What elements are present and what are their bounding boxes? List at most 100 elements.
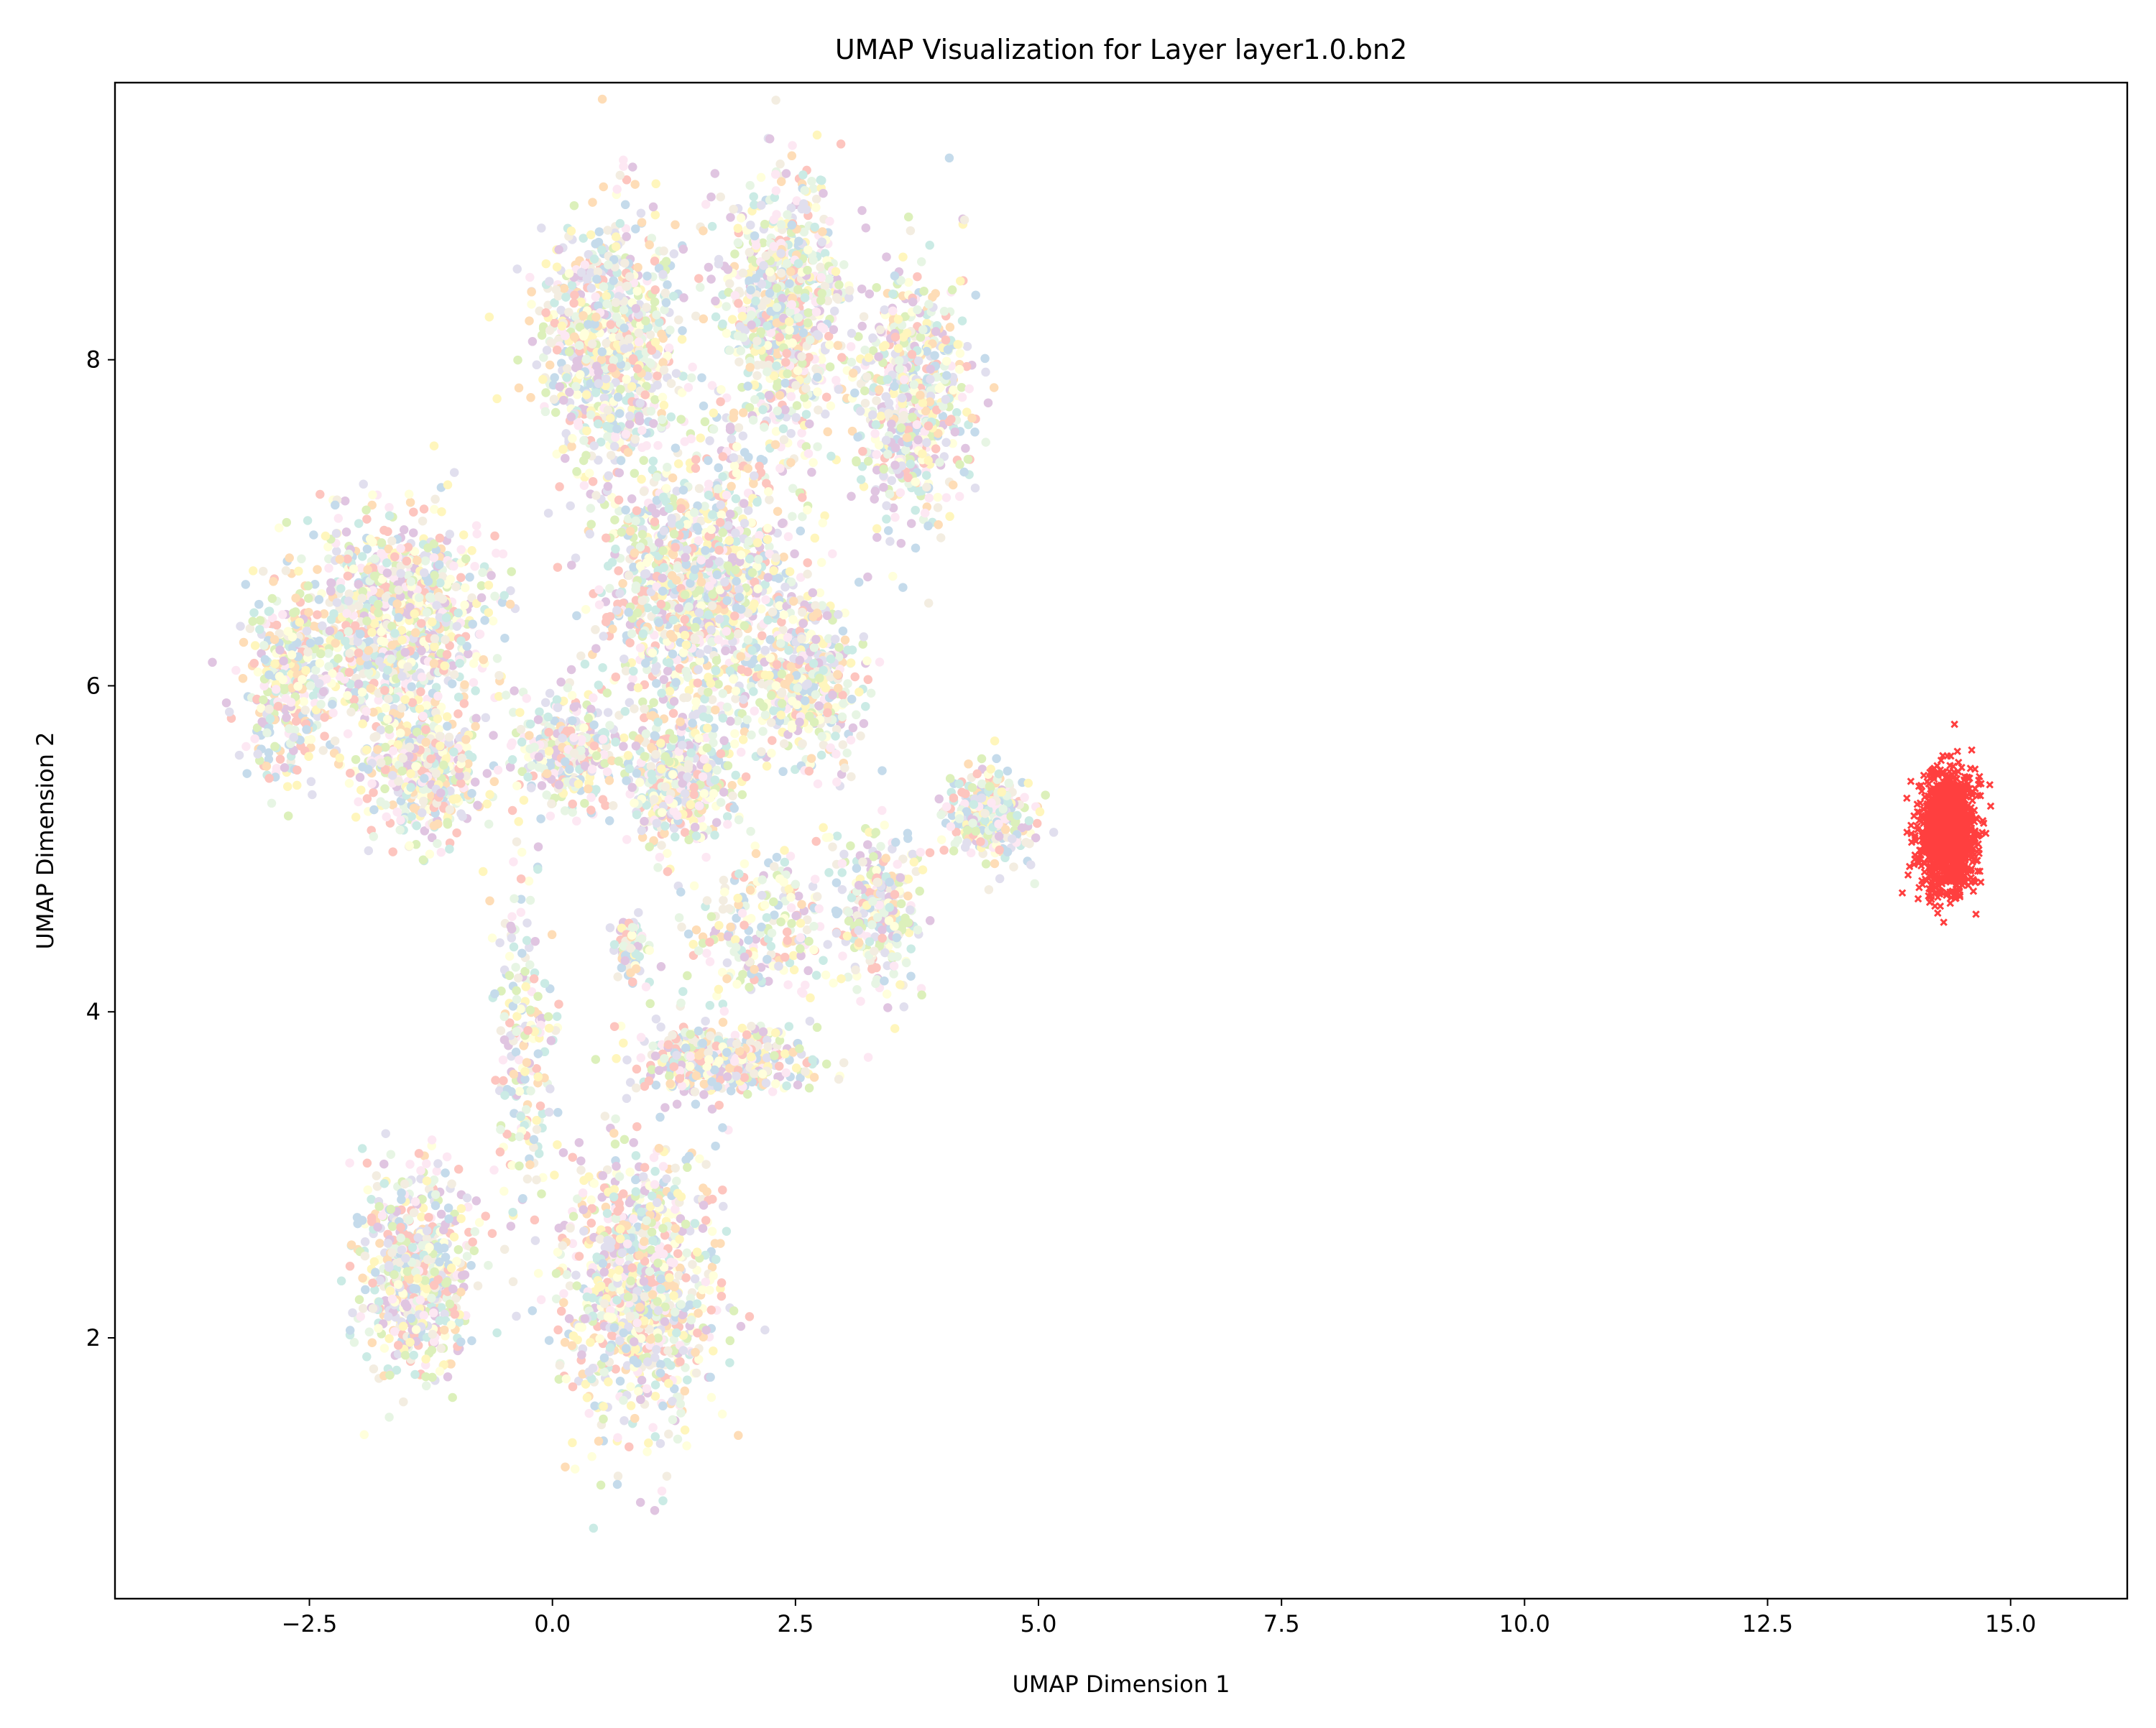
scatter-point — [362, 544, 372, 554]
scatter-point — [602, 299, 612, 309]
scatter-point — [500, 633, 510, 643]
scatter-point — [302, 725, 311, 734]
scatter-point — [609, 355, 619, 365]
scatter-point — [419, 504, 429, 514]
scatter-point — [470, 777, 480, 787]
scatter-point — [636, 285, 645, 295]
scatter-point — [921, 471, 931, 480]
scatter-point — [926, 374, 935, 384]
scatter-point — [650, 297, 660, 307]
scatter-point — [297, 554, 306, 564]
scatter-point — [941, 493, 952, 502]
scatter-point — [552, 695, 562, 705]
scatter-point — [318, 621, 327, 631]
scatter-point — [609, 276, 618, 285]
scatter-point — [326, 586, 336, 596]
scatter-point — [787, 151, 797, 161]
scatter-point — [431, 769, 441, 778]
scatter-point — [800, 185, 809, 195]
scatter-point — [484, 581, 494, 590]
scatter-point — [847, 357, 857, 367]
scatter-point — [594, 277, 604, 286]
scatter-point — [478, 568, 487, 578]
scatter-point — [844, 293, 854, 302]
scatter-point — [718, 689, 728, 698]
scatter-point — [362, 794, 372, 803]
scatter-point — [558, 445, 568, 454]
scatter-point — [637, 340, 646, 350]
scatter-point — [591, 625, 600, 634]
scatter-point — [903, 212, 913, 222]
scatter-point — [785, 317, 794, 326]
scatter-point — [440, 661, 449, 670]
scatter-point — [553, 291, 563, 301]
scatter-point — [517, 737, 527, 747]
scatter-point — [943, 345, 953, 354]
scatter-point — [579, 310, 588, 320]
scatter-point — [430, 642, 439, 652]
scatter-point — [354, 601, 364, 611]
scatter-point — [816, 296, 826, 305]
scatter-point — [382, 568, 392, 578]
scatter-point — [541, 308, 550, 318]
scatter-point — [747, 320, 756, 330]
scatter-point — [621, 429, 631, 439]
scatter-point — [259, 641, 269, 650]
scatter-point — [745, 180, 755, 190]
scatter-point — [513, 355, 522, 365]
scatter-point — [591, 361, 602, 371]
scatter-point — [461, 554, 471, 563]
scatter-point — [377, 636, 386, 646]
scatter-point — [658, 392, 668, 402]
scatter-point — [376, 758, 386, 767]
scatter-point — [394, 613, 403, 622]
scatter-point — [563, 443, 572, 452]
scatter-point — [422, 608, 432, 617]
scatter-point — [598, 364, 607, 374]
scatter-point — [859, 312, 869, 321]
scatter-point — [397, 766, 407, 776]
scatter-point — [935, 458, 944, 467]
scatter-point — [634, 337, 644, 347]
scatter-point — [880, 341, 890, 351]
scatter-point — [650, 285, 660, 295]
scatter-point — [345, 649, 354, 658]
scatter-point — [458, 812, 467, 821]
scatter-point — [941, 394, 951, 405]
scatter-point — [941, 335, 951, 345]
scatter-point — [814, 331, 824, 341]
scatter-point — [259, 695, 268, 705]
scatter-point — [362, 514, 372, 524]
scatter-point — [255, 624, 264, 634]
scatter-point — [248, 566, 258, 576]
scatter-point — [619, 343, 630, 354]
scatter-point — [324, 563, 333, 573]
scatter-point — [622, 374, 632, 384]
scatter-point — [596, 318, 607, 328]
scatter-point — [989, 383, 999, 392]
scatter-point — [620, 431, 630, 440]
scatter-point — [562, 271, 571, 281]
scatter-point — [490, 531, 499, 541]
scatter-point — [636, 320, 646, 330]
scatter-point — [558, 328, 568, 338]
scatter-point — [541, 259, 551, 269]
scatter-point — [584, 438, 594, 448]
scatter-point — [344, 627, 353, 637]
scatter-point — [383, 665, 392, 675]
scatter-point — [669, 249, 679, 259]
scatter-point — [264, 670, 274, 680]
scatter-point — [819, 188, 828, 198]
scatter-point — [280, 763, 290, 772]
scatter-point — [545, 336, 555, 346]
scatter-point — [403, 542, 413, 552]
scatter-point — [550, 407, 561, 417]
scatter-point — [922, 438, 931, 448]
scatter-point — [925, 397, 935, 407]
scatter-point — [598, 662, 607, 673]
scatter-point — [813, 387, 822, 397]
scatter-point — [400, 695, 410, 704]
scatter-point — [816, 262, 825, 272]
scatter-point — [717, 384, 726, 394]
scatter-point — [710, 169, 720, 178]
